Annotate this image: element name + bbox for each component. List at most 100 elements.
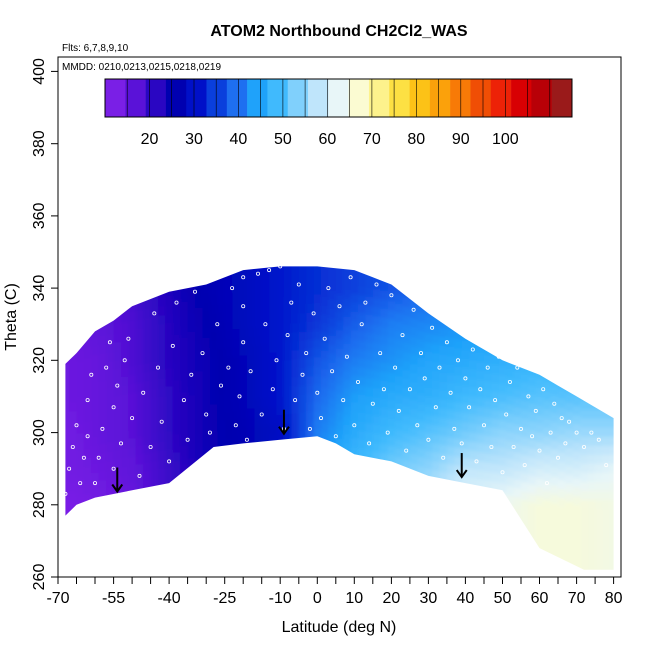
heatmap-cell <box>209 322 218 332</box>
heatmap-cell <box>298 367 307 377</box>
heatmap-cell <box>224 293 233 304</box>
heatmap-cell <box>595 535 604 546</box>
heatmap-cell <box>543 400 552 410</box>
sample-point <box>533 408 538 413</box>
heatmap-cell <box>306 348 315 358</box>
x-tick-label: 80 <box>605 590 623 607</box>
heatmap-cell <box>128 347 137 358</box>
heatmap-cell <box>254 398 263 409</box>
heatmap-cell <box>587 418 596 428</box>
heatmap-cell <box>521 463 529 474</box>
heatmap-cell <box>69 465 78 475</box>
heatmap-cell <box>202 373 211 384</box>
heatmap-cell <box>224 338 233 349</box>
heatmap-cell <box>343 433 352 444</box>
heatmap-cell <box>454 483 463 494</box>
heatmap-cell <box>321 341 329 352</box>
heatmap-cell <box>224 419 233 430</box>
heatmap-cell <box>484 344 492 355</box>
sample-point <box>248 369 253 374</box>
heatmap-cell <box>298 394 307 404</box>
heatmap-cell <box>343 307 352 317</box>
heatmap-cell <box>550 367 559 378</box>
heatmap-cell <box>580 463 589 473</box>
y-tick-label: 300 <box>31 419 48 446</box>
heatmap-cell <box>372 442 381 452</box>
heatmap-cell <box>298 430 307 440</box>
heatmap-cell <box>424 441 433 452</box>
heatmap-cell <box>180 328 189 338</box>
heatmap-cell <box>128 311 137 322</box>
heatmap-cell <box>113 341 122 352</box>
heatmap-cell <box>313 419 322 430</box>
flights-label: Flts: 6,7,8,9,10 <box>62 43 129 54</box>
heatmap-cell <box>550 421 559 432</box>
heatmap-cell <box>565 546 574 556</box>
heatmap-cell <box>602 472 611 482</box>
heatmap-cell <box>217 402 226 413</box>
heatmap-cell <box>484 444 492 454</box>
dates-label: MMDD: 0210,0213,0215,0218,0219 <box>62 62 221 73</box>
sample-point <box>111 405 116 410</box>
sample-point <box>159 419 164 424</box>
heatmap-cell <box>587 427 596 437</box>
sample-point <box>341 398 346 403</box>
heatmap-cell <box>446 454 455 465</box>
heatmap-cell <box>276 297 285 307</box>
heatmap-cell <box>195 289 203 299</box>
heatmap-cell <box>187 421 196 432</box>
heatmap-cell <box>395 339 404 350</box>
heatmap-cell <box>535 432 544 443</box>
heatmap-cell <box>402 288 411 299</box>
heatmap-cell <box>595 562 604 570</box>
heatmap-cell <box>128 483 137 493</box>
heatmap-cell <box>521 490 529 501</box>
heatmap-cell <box>83 502 92 512</box>
heatmap-cell <box>595 572 603 582</box>
heatmap-cell <box>91 454 100 464</box>
heatmap-cell <box>128 365 137 376</box>
heatmap-cell <box>135 436 144 447</box>
heatmap-cell <box>469 477 478 487</box>
heatmap-cell <box>409 363 418 374</box>
heatmap-cell <box>543 363 552 374</box>
heatmap-cell <box>587 409 596 419</box>
heatmap-cell <box>572 540 581 551</box>
heatmap-cell <box>291 376 300 387</box>
sample-point <box>489 444 494 449</box>
heatmap-cell <box>550 430 559 441</box>
sample-point <box>604 463 609 468</box>
heatmap-cell <box>609 436 614 446</box>
heatmap-cell <box>365 314 374 325</box>
heatmap-cell <box>506 485 515 496</box>
heatmap-cell <box>350 419 359 430</box>
heatmap-cell <box>572 522 581 533</box>
heatmap-cell <box>224 365 233 376</box>
heatmap-cell <box>224 356 233 367</box>
heatmap-cell <box>580 481 589 491</box>
heatmap-cell <box>106 334 115 344</box>
heatmap-cell <box>158 341 166 352</box>
heatmap-cell <box>543 499 552 509</box>
heatmap-cell <box>69 456 78 466</box>
heatmap-cell <box>409 372 418 383</box>
heatmap-cell <box>121 412 129 422</box>
heatmap-cell <box>543 382 552 392</box>
heatmap-cell <box>246 336 255 346</box>
sample-point <box>96 455 101 460</box>
heatmap-cell <box>106 424 115 434</box>
heatmap-cell <box>143 426 152 436</box>
heatmap-cell <box>298 322 307 332</box>
heatmap-cell <box>469 332 478 343</box>
heatmap-cell <box>246 354 255 364</box>
heatmap-cell <box>402 387 411 398</box>
heatmap-cell <box>365 350 374 361</box>
heatmap-cell <box>217 411 226 422</box>
heatmap-cell <box>417 366 426 377</box>
heatmap-cell <box>461 430 470 441</box>
sample-point <box>107 340 112 345</box>
heatmap-cell <box>313 410 322 421</box>
colorbar-swatch <box>409 79 431 117</box>
heatmap-cell <box>498 492 507 502</box>
heatmap-cell <box>476 442 485 453</box>
